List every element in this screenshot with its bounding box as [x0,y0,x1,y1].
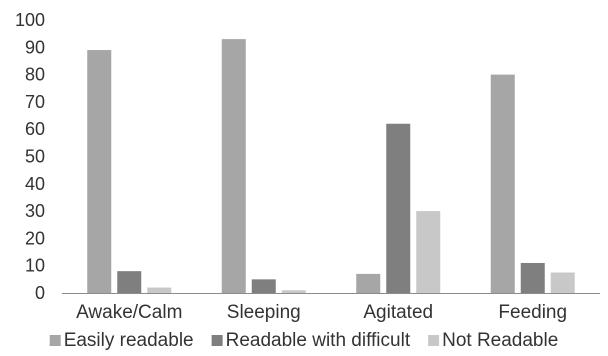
legend-label: Easily readable [64,330,194,351]
y-tick-label: 100 [15,10,45,30]
legend-swatch [211,335,223,346]
x-category-label: Agitated [363,302,433,323]
bar-easily-readable-awake-calm [87,50,112,293]
x-axis: Awake/Calm Sleeping Agitated Feeding [62,293,600,323]
bar-easily-readable-sleeping [221,39,246,293]
legend-swatch [428,335,440,346]
legend-label: Readable with difficult [226,330,411,351]
y-tick-label: 90 [25,37,45,57]
bar-easily-readable-feeding [490,74,515,293]
y-tick-label: 0 [35,283,45,303]
x-category-label: Feeding [498,302,567,323]
bar-readable-with-difficult-agitated [386,123,411,294]
legend-item: Easily readable [49,330,194,351]
y-tick-label: 50 [25,147,45,167]
y-tick-label: 10 [25,256,45,276]
y-tick-label: 70 [25,92,45,112]
bars [87,39,575,294]
bar-easily-readable-agitated [356,273,381,293]
bar-readable-with-difficult-awake-calm [117,271,142,293]
x-category-label: Sleeping [227,302,301,323]
y-tick-label: 20 [25,228,45,248]
y-tick-label: 60 [25,119,45,139]
x-category-label: Awake/Calm [76,302,182,323]
legend-label: Not Readable [442,330,558,351]
y-tick-label: 80 [25,65,45,85]
y-tick-label: 30 [25,201,45,221]
legend: Easily readable Readable with difficult No… [49,330,558,351]
y-tick-label: 40 [25,174,45,194]
bar-readable-with-difficult-feeding [520,262,545,293]
bar-not-readable-agitated [416,211,441,293]
legend-item: Not Readable [428,330,558,351]
legend-item: Readable with difficult [211,330,411,351]
bar-not-readable-awake-calm [147,287,172,293]
y-axis: 0 10 20 30 40 50 60 70 80 90 100 [15,10,45,303]
bar-not-readable-feeding [550,272,575,293]
bar-readable-with-difficult-sleeping [251,279,276,293]
bar-not-readable-sleeping [281,290,306,293]
legend-swatch [49,335,61,346]
